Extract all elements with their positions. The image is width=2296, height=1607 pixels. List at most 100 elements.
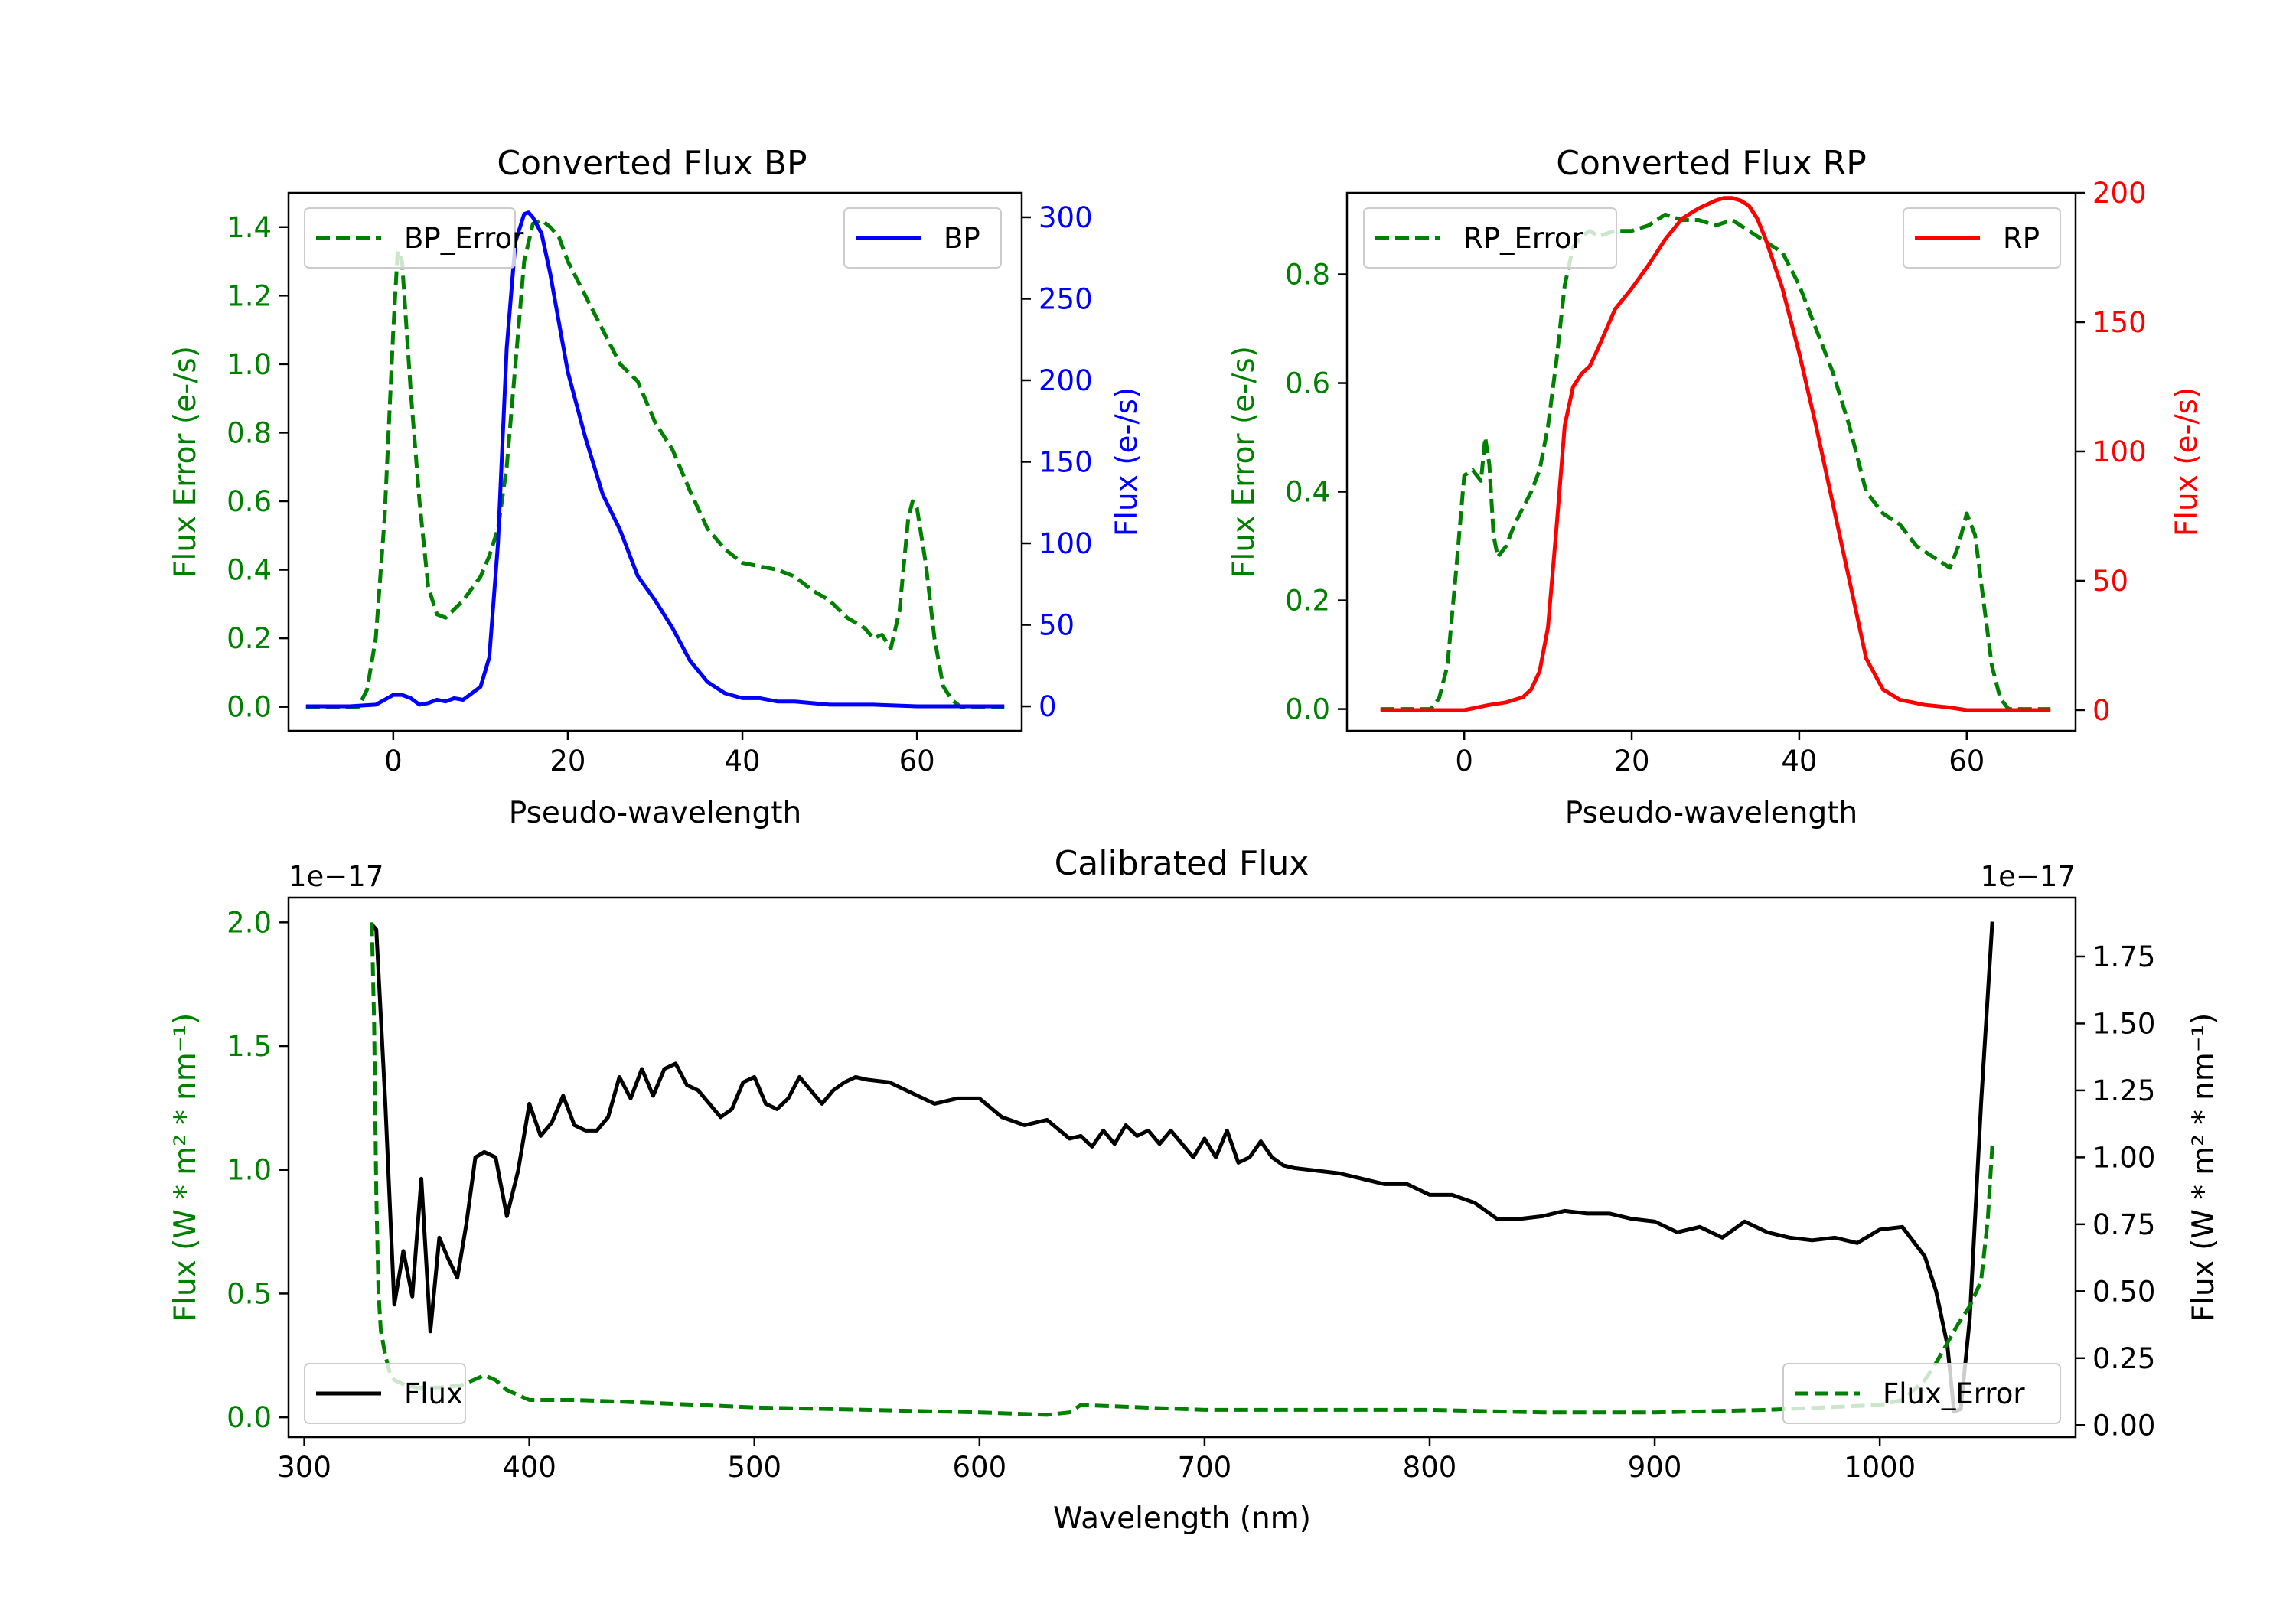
y-right-tick-label: 100	[2092, 435, 2147, 468]
legend-box	[304, 1363, 466, 1424]
y-left-tick-label: 0.5	[227, 1277, 272, 1310]
y-left-tick-label: 0.0	[1285, 693, 1330, 726]
y-left-tick-label: 0.6	[227, 485, 272, 518]
y-left-tick-label: 2.0	[227, 906, 272, 939]
x-tick-label: 60	[1949, 745, 1985, 777]
series-bp	[305, 210, 1005, 709]
y-left-tick-label: 0.2	[1285, 585, 1330, 618]
x-tick-label: 900	[1628, 1451, 1682, 1484]
legend-label: Flux_Error	[1883, 1377, 2025, 1410]
y-right-tick-label: 0.50	[2092, 1275, 2155, 1308]
y-left-tick-label: 0.0	[227, 1401, 272, 1434]
y-right-tick-label: 150	[2092, 306, 2147, 339]
x-tick-label: 0	[1455, 745, 1473, 777]
legend-label: BP_Error	[404, 222, 524, 255]
x-tick-label: 600	[953, 1451, 1007, 1484]
y-right-tick-label: 50	[2092, 565, 2128, 598]
legend-box	[1363, 207, 1617, 269]
series-bp-error	[305, 218, 1005, 709]
chart-2: 0 20 40 60 0.0 0.2 0.4 0.6 0.8 0 50 100 150 200 Conver…	[1227, 144, 2204, 830]
legend-rp: RP	[1903, 207, 2061, 269]
legend-box	[843, 207, 1002, 269]
y-left-tick-label: 1.2	[227, 279, 272, 312]
y-right-tick-label: 1.00	[2092, 1141, 2155, 1174]
legend-label: RP	[2003, 222, 2040, 255]
chart-1: 0 20 40 60 0.0 0.2 0.4 0.6 0.8 1.0 1.2 1.4 0 50 100 150…	[168, 144, 1144, 830]
series-rp	[1380, 196, 2051, 712]
x-tick-label: 40	[725, 745, 761, 777]
x-axis-label: Pseudo-wavelength	[1565, 796, 1857, 830]
plot-area	[370, 921, 1994, 1417]
y-left-tick-label: 1.0	[227, 1154, 272, 1187]
offset-label-right: 1e−17	[1981, 860, 2076, 893]
chart-title: Converted Flux RP	[1556, 144, 1867, 183]
legend-rp-error: RP_Error	[1363, 207, 1617, 269]
y-left-axis-label: Flux Error (e-/s)	[168, 346, 203, 578]
y-left-axis-label: Flux (W * m² * nm⁻¹)	[168, 1013, 203, 1322]
y-right-tick-label: 0	[2092, 694, 2111, 727]
y-right-axis-label: Flux (e-/s)	[1110, 387, 1144, 536]
x-tick-label: 700	[1178, 1451, 1232, 1484]
plot-frame	[1345, 191, 2077, 732]
y-left-tick-label: 0.4	[1285, 476, 1330, 509]
legend-label: Flux	[404, 1377, 463, 1410]
y-right-tick-label: 1.25	[2092, 1074, 2155, 1107]
x-axis-label: Pseudo-wavelength	[509, 796, 801, 830]
series-rp-error	[1380, 212, 2051, 712]
y-left-tick-label: 1.4	[227, 211, 272, 244]
legend-bp: BP	[843, 207, 1002, 269]
y-left-tick-label: 0.8	[227, 416, 272, 449]
x-tick-label: 0	[384, 745, 403, 777]
chart-3: 300 400 500 600 700 800 900 1000 0.0 0.5 1.0 1.5 2.0…	[168, 844, 2221, 1536]
plot-frame	[287, 191, 1023, 732]
y-left-tick-label: 0.0	[227, 691, 272, 724]
x-tick-label: 40	[1781, 745, 1817, 777]
y-right-tick-label: 50	[1039, 609, 1075, 642]
y-right-tick-label: 0	[1039, 690, 1057, 723]
x-tick-label: 400	[502, 1451, 556, 1484]
y-right-axis-label: Flux (e-/s)	[2170, 387, 2204, 536]
plot-frame	[287, 896, 2077, 1439]
y-right-tick-label: 150	[1039, 446, 1093, 479]
legend-flux: Flux	[304, 1363, 466, 1424]
y-right-tick-label: 0.25	[2092, 1342, 2155, 1375]
x-tick-label: 800	[1403, 1451, 1457, 1484]
legend-bp-error: BP_Error	[304, 207, 524, 269]
legend-label: RP_Error	[1463, 222, 1583, 255]
y-right-tick-label: 1.75	[2092, 940, 2155, 973]
y-right-axis-label: Flux (W * m² * nm⁻¹)	[2187, 1013, 2221, 1322]
x-axis-label: Wavelength (nm)	[1053, 1501, 1311, 1536]
y-right-tick-label: 200	[1039, 364, 1093, 397]
x-tick-label: 20	[1613, 745, 1649, 777]
y-right-tick-label: 300	[1039, 201, 1093, 234]
x-tick-label: 20	[550, 745, 585, 777]
x-tick-label: 1000	[1844, 1451, 1916, 1484]
plot-area	[1380, 196, 2051, 712]
x-tick-label: 500	[727, 1451, 781, 1484]
legend-label: BP	[944, 222, 980, 255]
y-right-tick-label: 250	[1039, 282, 1093, 315]
y-left-tick-label: 1.5	[227, 1030, 272, 1063]
x-tick-label: 300	[277, 1451, 331, 1484]
y-left-tick-label: 1.0	[227, 348, 272, 381]
series-flux-error	[370, 922, 1994, 1417]
y-right-tick-label: 0.75	[2092, 1208, 2155, 1241]
offset-label-left: 1e−17	[289, 860, 383, 893]
y-left-tick-label: 0.4	[227, 554, 272, 587]
y-left-tick-label: 0.2	[227, 622, 272, 655]
legend-box	[1903, 207, 2061, 269]
series-flux	[370, 921, 1994, 1414]
plot-area	[305, 210, 1005, 709]
y-left-tick-label: 0.6	[1285, 367, 1330, 400]
y-left-tick-label: 0.8	[1285, 259, 1330, 292]
y-left-axis-label: Flux Error (e-/s)	[1227, 346, 1261, 578]
legend-box	[1782, 1363, 2061, 1424]
x-tick-label: 60	[899, 745, 935, 777]
y-right-tick-label: 1.50	[2092, 1007, 2155, 1040]
legend-flux-error: Flux_Error	[1782, 1363, 2061, 1424]
y-right-tick-label: 200	[2092, 177, 2147, 210]
chart-title: Converted Flux BP	[497, 144, 807, 183]
legend-box	[304, 207, 516, 269]
y-right-tick-label: 0.00	[2092, 1409, 2155, 1442]
